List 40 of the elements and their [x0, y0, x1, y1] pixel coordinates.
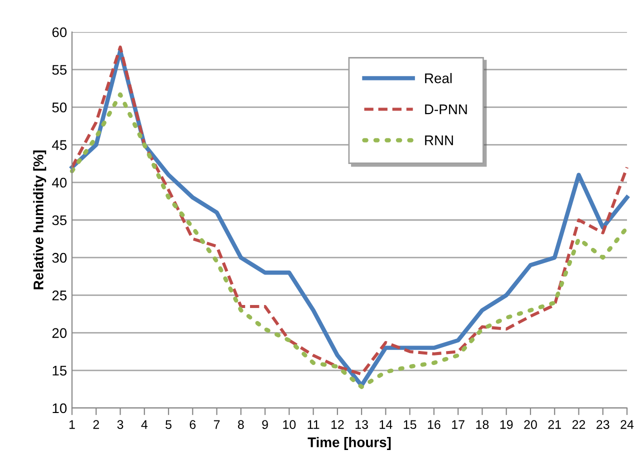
x-tick-label: 23: [596, 420, 610, 429]
x-tick-label: 11: [308, 420, 320, 429]
x-tick-label: 10: [283, 420, 296, 429]
x-tick-label: 21: [548, 420, 561, 429]
y-tick-label: 20: [52, 328, 67, 338]
y-tick-label: 50: [52, 102, 67, 112]
y-tick-label: 40: [52, 178, 67, 188]
x-tick-label: 8: [238, 420, 244, 429]
x-tick-label: 18: [476, 420, 489, 429]
y-axis-title: Relative humidity [%]: [33, 150, 46, 290]
x-tick-label: 12: [331, 420, 344, 429]
x-tick-label: 17: [452, 420, 464, 429]
y-tick-label: 15: [52, 366, 67, 376]
y-tick-label: 45: [52, 140, 67, 150]
y-tick-label: 10: [52, 403, 67, 414]
y-tick-label: 35: [52, 215, 67, 226]
y-tick-label: 55: [52, 65, 67, 75]
x-tick-label: 16: [428, 420, 440, 429]
x-tick-label: 22: [572, 420, 586, 429]
x-tick-label: 6: [190, 420, 196, 429]
x-tick-label: 14: [380, 420, 392, 429]
y-tick-label: 60: [52, 27, 67, 38]
x-tick-label: 13: [356, 420, 368, 429]
legend-label: D-PNN: [425, 104, 467, 114]
legend-label: RNN: [425, 136, 453, 146]
x-tick-label: 9: [262, 420, 268, 429]
y-tick-label: 25: [52, 290, 67, 300]
legend-label: Real: [425, 73, 452, 84]
x-axis-title: Time [hours]: [308, 437, 391, 450]
y-tick-label: 30: [52, 252, 67, 263]
x-tick-label: 20: [524, 420, 537, 429]
x-tick-label: 4: [141, 420, 148, 429]
x-tick-label: 7: [214, 420, 220, 429]
x-tick-label: 5: [166, 420, 172, 429]
x-tick-label: 2: [93, 420, 99, 429]
x-tick-label: 19: [500, 420, 513, 429]
x-tick-label: 15: [404, 420, 416, 429]
x-tick-label: 24: [620, 420, 634, 429]
x-tick-label: 3: [117, 420, 124, 429]
x-tick-label: 1: [69, 420, 75, 429]
